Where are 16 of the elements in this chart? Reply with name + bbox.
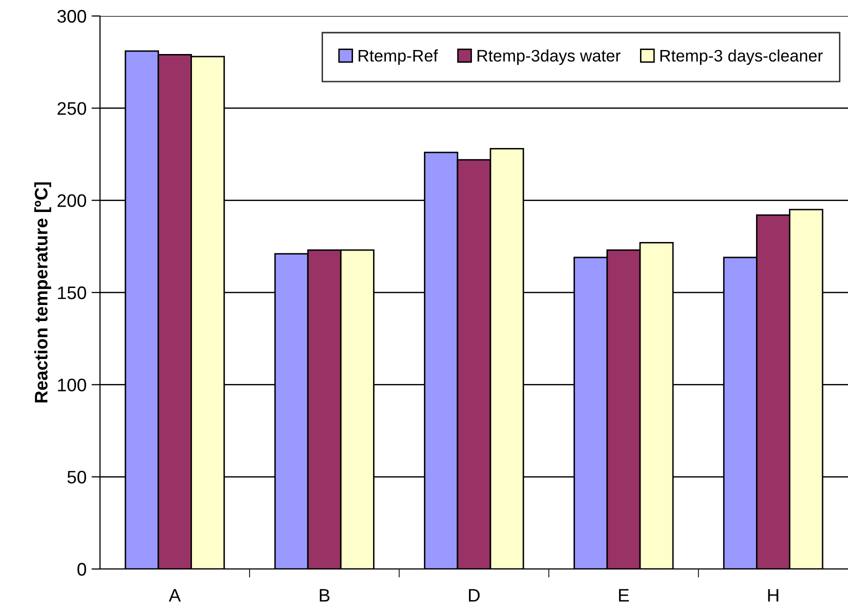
legend-label: Rtemp-Ref bbox=[358, 49, 438, 65]
y-tick-label: 250 bbox=[58, 102, 86, 115]
x-tick-label: B bbox=[320, 589, 330, 602]
x-tick-label: H bbox=[768, 589, 778, 602]
x-tick-label: E bbox=[619, 589, 629, 602]
y-tick-label: 50 bbox=[67, 470, 86, 484]
legend-label: Rtemp-3 days-cleaner bbox=[660, 49, 823, 65]
y-tick-label: 300 bbox=[57, 10, 86, 23]
y-tick-label: 150 bbox=[58, 286, 86, 300]
x-tick-label: A bbox=[168, 589, 181, 602]
y-tick-label: 200 bbox=[58, 194, 86, 208]
x-tick-label: D bbox=[468, 589, 480, 602]
y-tick-label: 100 bbox=[58, 378, 86, 392]
y-axis-title: Reaction temperature [ºC] bbox=[34, 182, 52, 402]
y-tick-label: 0 bbox=[77, 562, 86, 576]
legend-label: Rtemp-3days water bbox=[478, 49, 620, 65]
